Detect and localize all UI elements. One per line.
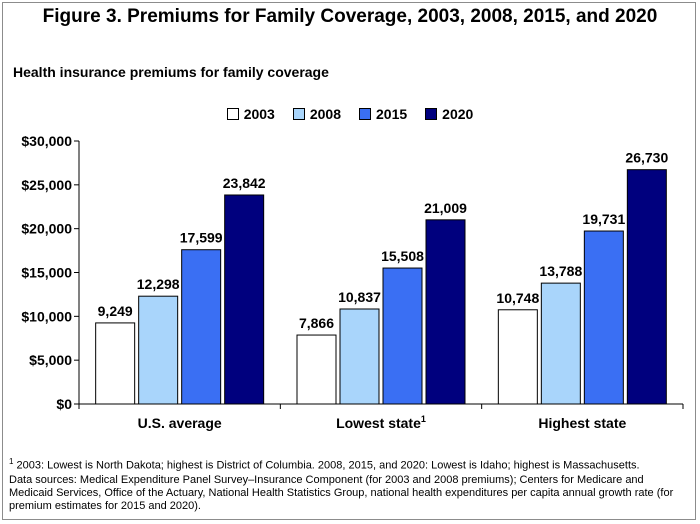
legend-item-2008: 2008 — [292, 106, 341, 122]
data-label: 19,731 — [582, 211, 625, 227]
footnote: 1 2003: Lowest is North Dakota; highest … — [9, 457, 640, 472]
category-superscript: 1 — [421, 414, 426, 424]
data-label: 26,730 — [625, 150, 668, 166]
chart-subtitle: Health insurance premiums for family cov… — [13, 64, 329, 80]
data-sources: Data sources: Medical Expenditure Panel … — [9, 474, 674, 512]
figure-title: Figure 3. Premiums for Family Coverage, … — [42, 6, 658, 27]
y-tick-label: $15,000 — [21, 265, 72, 281]
bar-2015-1 — [181, 249, 222, 405]
y-tick-label: $0 — [56, 396, 72, 412]
y-tick-label: $10,000 — [21, 308, 72, 324]
category-label: U.S. average — [138, 415, 222, 431]
bar-2003-1 — [95, 322, 136, 405]
data-label: 15,508 — [381, 248, 424, 264]
legend-label-2020: 2020 — [442, 106, 474, 122]
footnote-marker: 1 — [9, 457, 14, 466]
legend-swatch-2020 — [425, 108, 438, 120]
bar-2008-2 — [339, 308, 380, 405]
bar-2015-3 — [583, 230, 624, 405]
y-tick-label: $30,000 — [21, 133, 72, 149]
legend-item-2020: 2020 — [425, 106, 473, 122]
data-label: 17,599 — [180, 230, 223, 246]
data-label: 21,009 — [424, 200, 467, 216]
bar-chart: $0 $5,000 $10,000 $15,000 $20,000 $25,000 $30,… — [21, 133, 684, 431]
data-label: 9,249 — [98, 303, 133, 319]
legend-item-2015: 2015 — [359, 106, 407, 122]
legend-item-2003: 2003 — [226, 106, 275, 122]
legend-swatch-2008 — [292, 108, 305, 120]
bar-2015-2 — [382, 267, 423, 405]
legend-label-2003: 2003 — [243, 106, 275, 122]
y-tick-label: $20,000 — [21, 221, 72, 237]
data-label: 12,298 — [137, 276, 180, 292]
bar-2020-3 — [626, 169, 667, 405]
bar-2008-3 — [540, 282, 581, 405]
category-label: Lowest state1 — [336, 414, 426, 431]
legend-swatch-2015 — [359, 108, 371, 120]
bar-2003-3 — [497, 309, 538, 405]
y-tick-label: $5,000 — [29, 352, 72, 368]
bar-2008-1 — [138, 295, 179, 405]
legend-label-2015: 2015 — [376, 106, 408, 122]
data-label: 23,842 — [223, 175, 266, 191]
data-label: 13,788 — [539, 263, 582, 279]
bar-2020-1 — [224, 194, 265, 405]
footnote-text: 2003: Lowest is North Dakota; highest is… — [13, 459, 640, 472]
data-label: 10,748 — [496, 290, 539, 306]
legend-label-2008: 2008 — [309, 106, 341, 122]
legend-swatch-2003 — [226, 108, 239, 120]
bar-2003-2 — [296, 334, 337, 405]
bar-2020-2 — [425, 219, 466, 405]
data-label: 10,837 — [338, 289, 381, 305]
chart-legend: 2003 2008 2015 2020 — [0, 106, 700, 122]
data-label: 7,866 — [299, 315, 334, 331]
y-tick-label: $25,000 — [21, 177, 72, 193]
category-label: Highest state — [538, 415, 626, 431]
